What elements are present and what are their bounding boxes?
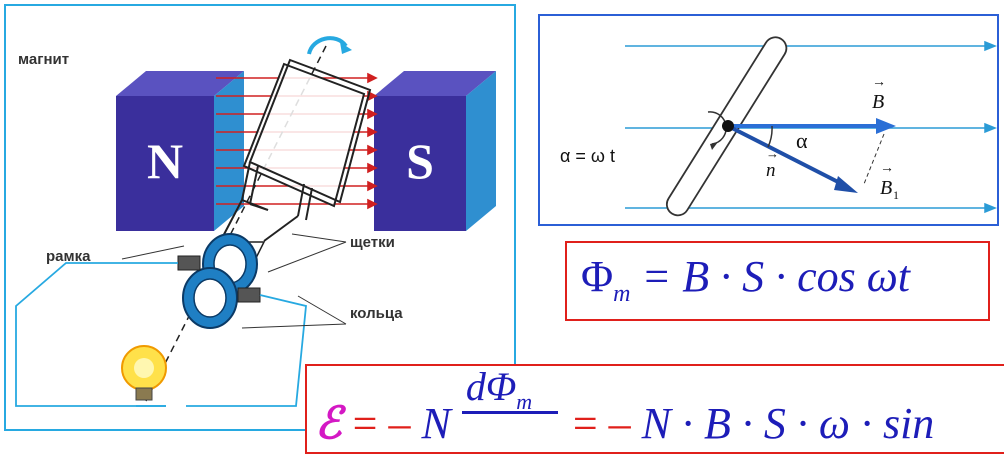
emf-equals-1: = – [352, 399, 411, 448]
vector-n-label: n [766, 160, 776, 181]
emf-numerator-sub: m [516, 389, 533, 414]
brushes-label: щетки [350, 234, 395, 251]
s-pole-front-face [374, 96, 466, 231]
vector-b1-label: B [880, 177, 892, 199]
s-pole-side-face [466, 71, 496, 231]
lamp-icon [121, 345, 167, 401]
emf-fraction: dΦm [461, 364, 562, 449]
frame-label: рамка [46, 248, 91, 265]
leader-lines [121, 233, 347, 329]
emf-formula-box: ℰ = – N dΦm = – N · B · S · ω · sin [305, 364, 1004, 454]
n-pole-top-face [116, 71, 244, 96]
field-vector-illustration: α = ω t α B → n → B 1 → [560, 36, 997, 217]
generator-illustration: N S [15, 36, 496, 407]
rotation-arrow [307, 36, 352, 55]
emf-equals-2: = – [572, 399, 631, 448]
emf-symbol: ℰ [315, 399, 342, 448]
slip-rings [182, 233, 258, 329]
vector-b1-projection [863, 133, 885, 185]
n-pole-front-face [116, 96, 214, 231]
n-pole-side-face [214, 71, 244, 231]
s-pole-top-face [374, 71, 496, 96]
coil-frame [219, 58, 372, 243]
vector-b-head [876, 118, 896, 134]
external-circuit [15, 262, 307, 407]
emf-numerator: dΦm [466, 363, 532, 415]
vector-b1-subscript: 1 [893, 188, 899, 202]
emf-numerator-text: dΦ [465, 364, 517, 409]
n-pole-letter: N [147, 133, 183, 189]
flux-rhs: = B · S · cos ωt [641, 252, 911, 301]
emf-rhs: N · B · S · ω · sin [641, 399, 935, 448]
vector-b-arrow-mark: → [872, 75, 886, 90]
angle-equation: α = ω t [560, 146, 615, 166]
flux-formula: Φm = B · S · cos ωt [581, 251, 910, 308]
flux-subscript: m [613, 280, 631, 307]
vector-n-head [834, 176, 858, 193]
flux-formula-box: Φm = B · S · cos ωt [565, 241, 990, 321]
magnet-label: магнит [18, 51, 69, 68]
rotation-curl-head [710, 142, 718, 150]
vector-b1-arrow-mark: → [880, 161, 894, 176]
vector-n-arrow-mark: → [766, 146, 779, 161]
rings-label: кольца [350, 305, 403, 322]
magnet-s-pole: S [374, 71, 496, 231]
vector-n [727, 124, 847, 188]
emf-formula: ℰ = – N dΦm = – N · B · S · ω · sin [315, 364, 935, 449]
generator-diagram: N S [4, 4, 516, 431]
s-pole-letter: S [406, 133, 434, 189]
angle-arc [767, 125, 773, 148]
emf-fraction-bar [461, 411, 558, 414]
magnet-n-pole: N [116, 71, 244, 231]
flux-symbol: Φ [581, 252, 614, 301]
vector-b-label: B [872, 91, 884, 113]
angle-label: α [796, 128, 808, 153]
emf-n-1: N [421, 399, 451, 448]
brushes [177, 255, 261, 303]
pivot-point [722, 120, 734, 132]
field-vector-diagram: α = ω t α B → n → B 1 → [538, 14, 999, 226]
